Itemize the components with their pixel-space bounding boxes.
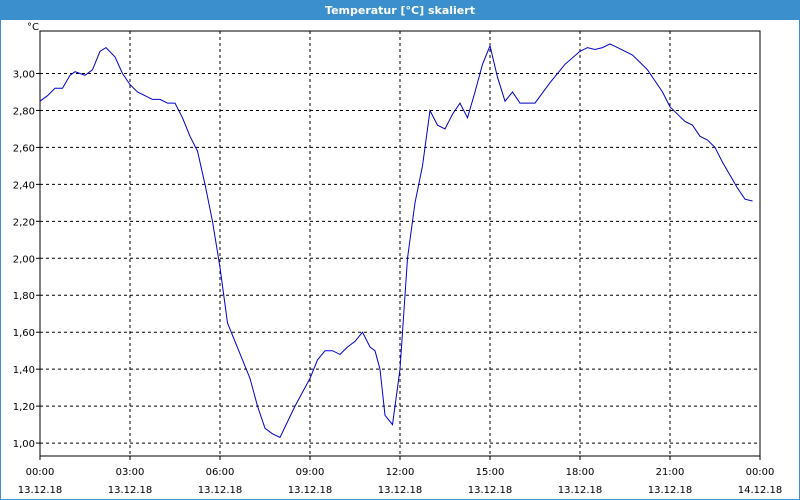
x-axis-ticks: 00:00 13.12.18 03:00 13.12.18 06:00 13.12.18 0… <box>18 456 783 496</box>
y-tick-label: 2,40 <box>13 180 35 191</box>
x-tick-date-label: 13.12.18 <box>198 485 243 496</box>
x-tick-date-label: 13.12.18 <box>468 485 513 496</box>
y-tick-label: 1,40 <box>13 365 35 376</box>
x-tick-time-label: 06:00 <box>206 467 235 478</box>
x-tick-time-label: 09:00 <box>296 467 325 478</box>
y-axis-unit-label: °C <box>27 22 39 33</box>
x-tick-date-label: 14.12.18 <box>738 485 783 496</box>
x-tick-time-label: 15:00 <box>476 467 505 478</box>
y-tick-label: 2,00 <box>13 254 35 265</box>
x-tick-time-label: 00:00 <box>26 467 55 478</box>
series-line <box>39 43 753 439</box>
x-tick-date-label: 13.12.18 <box>108 485 153 496</box>
x-tick-time-label: 03:00 <box>116 467 145 478</box>
x-tick-time-label: 12:00 <box>386 467 415 478</box>
y-axis-ticks: 1,00 1,20 1,40 1,60 1,80 2,00 2,20 2,40 2,60 2,80… <box>13 70 40 450</box>
x-tick-date-label: 13.12.18 <box>18 485 63 496</box>
x-tick-date-label: 13.12.18 <box>288 485 333 496</box>
x-tick-date-label: 13.12.18 <box>648 485 693 496</box>
y-tick-label: 2,20 <box>13 217 35 228</box>
y-tick-label: 2,80 <box>13 106 35 117</box>
x-tick-time-label: 00:00 <box>746 467 775 478</box>
y-tick-label: 1,80 <box>13 291 35 302</box>
x-tick-time-label: 21:00 <box>656 467 685 478</box>
x-tick-time-label: 18:00 <box>566 467 595 478</box>
window-title: Temperatur [°C] skaliert <box>1 1 799 20</box>
y-tick-label: 1,60 <box>13 328 35 339</box>
y-tick-label: 1,00 <box>13 439 35 450</box>
x-tick-date-label: 13.12.18 <box>378 485 423 496</box>
grid <box>40 31 760 456</box>
y-tick-label: 3,00 <box>13 70 35 81</box>
chart: °C 1,00 1,20 1,40 1,60 1,80 2,00 2,20 2,40 2,60 2… <box>13 22 783 496</box>
y-tick-label: 1,20 <box>13 402 35 413</box>
y-tick-label: 2,60 <box>13 143 35 154</box>
x-tick-date-label: 13.12.18 <box>558 485 603 496</box>
